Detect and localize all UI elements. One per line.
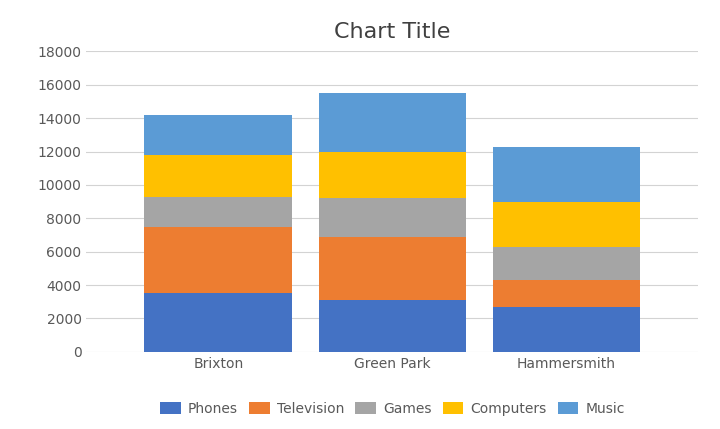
Bar <box>318 93 467 151</box>
Bar <box>318 151 467 198</box>
Bar <box>492 280 640 307</box>
Bar <box>145 227 292 293</box>
Bar <box>492 307 640 352</box>
Bar <box>492 247 640 280</box>
Bar <box>492 147 640 202</box>
Bar <box>318 300 467 352</box>
Bar <box>145 155 292 196</box>
Title: Chart Title: Chart Title <box>334 21 451 42</box>
Bar <box>145 196 292 227</box>
Bar <box>145 115 292 155</box>
Bar <box>145 293 292 352</box>
Bar <box>318 237 467 300</box>
Bar <box>492 202 640 247</box>
Bar <box>318 198 467 237</box>
Legend: Phones, Television, Games, Computers, Music: Phones, Television, Games, Computers, Mu… <box>156 398 629 420</box>
